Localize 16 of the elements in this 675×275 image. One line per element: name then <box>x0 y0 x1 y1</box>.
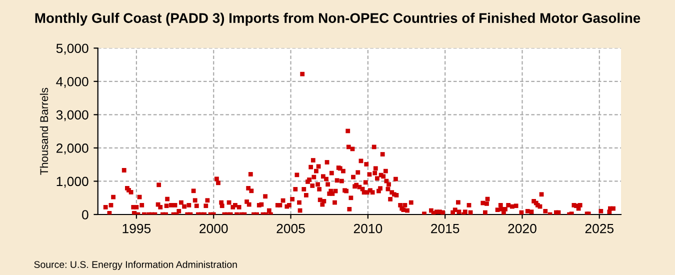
x-tick-label: 2020 <box>508 224 536 234</box>
x-tick-label: 2025 <box>585 224 614 234</box>
x-tick-label: 2015 <box>431 224 460 234</box>
x-tick-label: 2010 <box>354 224 382 234</box>
x-tick-label: 2000 <box>200 224 228 234</box>
chart-title: Monthly Gulf Coast (PADD 3) Imports from Non-OPEC Countries of Finished Motor Gasoline <box>35 12 640 26</box>
y-tick-label: 2,000 <box>56 144 88 154</box>
y-tick-label: 1,000 <box>56 176 88 188</box>
y-tick-label: 4,000 <box>56 76 88 88</box>
y-tick-label: 5,000 <box>56 44 88 55</box>
y-tick-label: 3,000 <box>56 110 88 122</box>
source-note: Source: U.S. Energy Information Administration <box>34 260 237 270</box>
y-tick-label: 0 <box>82 210 88 220</box>
x-tick-label: 2005 <box>276 224 305 234</box>
x-tick-label: 1995 <box>122 224 151 234</box>
y-axis-title: Thousand Barrels <box>40 88 48 175</box>
